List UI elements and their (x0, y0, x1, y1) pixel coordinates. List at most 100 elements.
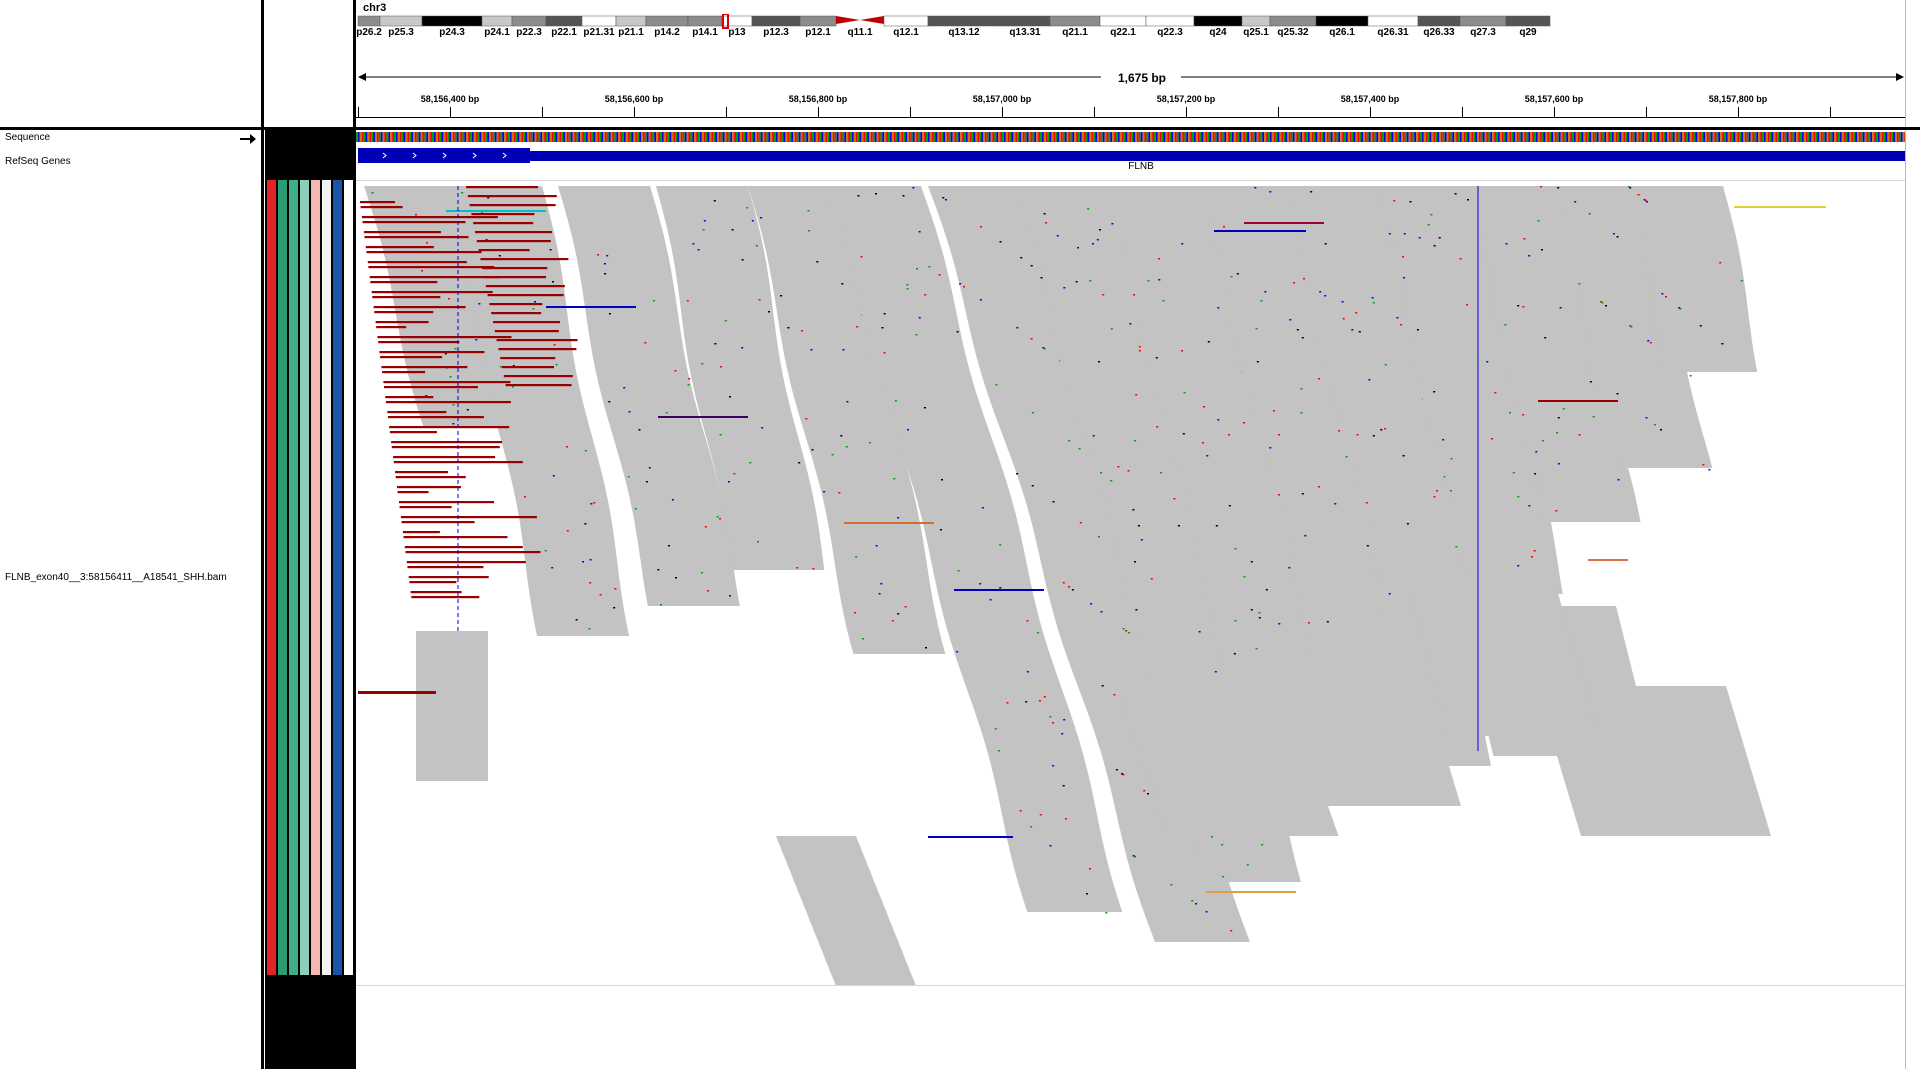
cytoband-q21.1[interactable] (1049, 15, 1101, 27)
vertical-scrollbar[interactable] (1905, 0, 1920, 1069)
cytoband-label: p13 (728, 27, 746, 38)
cytoband-label: p24.1 (484, 27, 510, 38)
ruler-tick (1646, 107, 1647, 117)
track-divider (356, 180, 1906, 181)
cytoband-q26.31[interactable] (1367, 15, 1419, 27)
cytoband-label: q25.32 (1277, 27, 1309, 38)
cytoband-p21.1[interactable] (615, 15, 647, 27)
ruler-tick (450, 107, 451, 117)
cytoband-q25.1[interactable] (1241, 15, 1271, 27)
cytoband-q26.33[interactable] (1417, 15, 1461, 27)
sequence-track-label[interactable]: Sequence (5, 132, 51, 143)
cytoband-label: p14.1 (692, 27, 718, 38)
cytoband-q24[interactable] (1193, 15, 1243, 27)
track-names-panel: Sequence RefSeq Genes FLNB_exon40__3:581… (0, 0, 261, 1069)
cytoband-p24.3[interactable] (421, 15, 483, 27)
cytoband-label: q26.1 (1329, 27, 1355, 38)
span-label: 1,675 bp (1117, 71, 1167, 85)
bam-track-label[interactable]: FLNB_exon40__3:58156411__A18541_SHH.bam (5, 572, 227, 583)
cytoband-label: q29 (1519, 27, 1537, 38)
read-block[interactable] (776, 836, 916, 986)
span-indicator (358, 70, 1904, 84)
cytoband-label: p24.3 (439, 27, 465, 38)
cytoband-label: q25.1 (1243, 27, 1269, 38)
cytoband-q22.3[interactable] (1145, 15, 1195, 27)
refseq-track-label[interactable]: RefSeq Genes (5, 156, 71, 167)
read-block[interactable] (1536, 686, 1771, 836)
read-stack[interactable] (1106, 186, 1356, 786)
read-stack[interactable] (748, 186, 946, 654)
cytoband-centromere[interactable] (836, 16, 884, 24)
sequence-bar[interactable] (356, 131, 1906, 143)
cytoband-p24.1[interactable] (481, 15, 513, 27)
ruler-tick-label: 58,157,400 bp (1340, 94, 1400, 104)
cytoband-label: p12.1 (805, 27, 831, 38)
cytoband-q13.31[interactable] (999, 15, 1051, 27)
strand-arrow-icon[interactable] (240, 132, 256, 150)
cytoband-q29[interactable] (1505, 15, 1551, 27)
read-stack[interactable] (826, 186, 1123, 912)
cytoband-p12.1[interactable] (799, 15, 837, 27)
cytoband-p13[interactable] (721, 15, 753, 27)
read-stack[interactable] (450, 186, 630, 636)
read-stack[interactable] (1468, 186, 1641, 522)
cytoband-label: q13.31 (1009, 27, 1041, 38)
cytoband-q25.32[interactable] (1269, 15, 1317, 27)
cytoband-label: p22.3 (516, 27, 542, 38)
ruler-tick-label: 58,156,800 bp (788, 94, 848, 104)
cytoband-p14.2[interactable] (645, 15, 689, 27)
chromosome-ideogram[interactable] (356, 14, 1906, 30)
ruler-baseline (356, 117, 1906, 118)
ruler-tick (818, 107, 819, 117)
ruler-tick (1462, 107, 1463, 117)
cytoband-label: p22.1 (551, 27, 577, 38)
cytoband-p12.3[interactable] (751, 15, 801, 27)
cytoband-label: q26.33 (1423, 27, 1455, 38)
cytoband-p26.2[interactable] (357, 15, 381, 27)
cytoband-label: q11.1 (847, 27, 873, 38)
cytoband-label: q12.1 (893, 27, 919, 38)
cytoband-q22.1[interactable] (1099, 15, 1147, 27)
read-stack[interactable] (1198, 186, 1436, 744)
read-stacks[interactable] (364, 186, 1771, 986)
cytoband-p22.1[interactable] (545, 15, 583, 27)
cytoband-p21.31[interactable] (581, 15, 617, 27)
cytoband-label: q24 (1209, 27, 1227, 38)
read-stack[interactable] (656, 186, 825, 570)
read-block[interactable] (1406, 586, 1598, 736)
variant-marks (446, 186, 1826, 893)
current-region-marker[interactable] (722, 14, 729, 29)
ruler-tick (1094, 107, 1095, 117)
alignment-pileup[interactable] (356, 186, 1906, 986)
cytoband-q27.3[interactable] (1459, 15, 1507, 27)
cytoband-p14.1[interactable] (687, 15, 723, 27)
cytoband-q26.1[interactable] (1315, 15, 1369, 27)
read-stack[interactable] (1284, 186, 1485, 636)
ruler-tick (542, 107, 543, 117)
ruler-tick-label: 58,157,200 bp (1156, 94, 1216, 104)
cytoband-label: p21.1 (618, 27, 644, 38)
ruler-tick (1370, 107, 1371, 117)
read-stack[interactable] (1628, 186, 1758, 372)
gene-name-label: FLNB (1128, 161, 1154, 172)
attribute-columns[interactable] (264, 0, 353, 1069)
cytoband-label: p14.2 (654, 27, 680, 38)
read-stack[interactable] (1376, 186, 1563, 594)
cytoband-p22.3[interactable] (511, 15, 547, 27)
read-block[interactable] (416, 631, 488, 781)
gene-feature-flnb[interactable] (356, 148, 1906, 178)
cytoband-p25.3[interactable] (379, 15, 423, 27)
read-stack[interactable] (1556, 186, 1713, 468)
chromosome-name[interactable]: chr3 (363, 2, 387, 14)
cytoband-label: p25.3 (388, 27, 414, 38)
cytoband-q13.12[interactable] (927, 15, 1001, 27)
softclipped-reads[interactable] (358, 186, 1618, 694)
cytoband-q12.1[interactable] (883, 15, 929, 27)
alignment-bottom-divider (356, 985, 1906, 986)
ruler-tick (358, 107, 359, 117)
read-stack[interactable] (558, 186, 740, 606)
header-separator (0, 127, 1920, 130)
cytoband-label: p12.3 (763, 27, 789, 38)
ruler-tick-label: 58,157,600 bp (1524, 94, 1584, 104)
ruler-tick (910, 107, 911, 117)
